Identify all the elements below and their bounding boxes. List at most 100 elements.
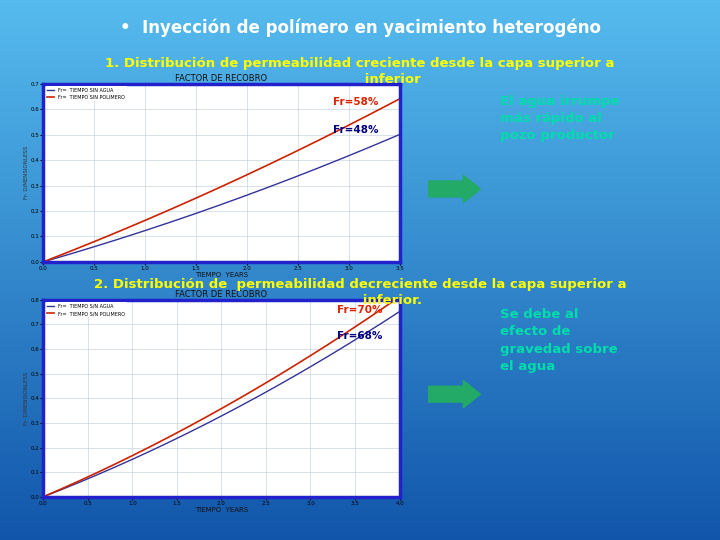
Bar: [0, 132, 720, 135]
Bar: [0, 429, 720, 432]
Bar: [0, 176, 720, 178]
Bar: [0, 143, 720, 146]
Bar: [0, 16, 720, 19]
Fr=  TIEMPO SIN POLIMERO: [395, 96, 404, 102]
Bar: [0, 319, 720, 321]
Bar: [0, 435, 720, 437]
Bar: [0, 119, 720, 122]
Fr=  TIEMPO S/N POLIMERO: [134, 449, 143, 456]
Title: FACTOR DE RECOBRO: FACTOR DE RECOBRO: [176, 74, 267, 83]
Bar: [0, 140, 720, 143]
Bar: [0, 30, 720, 32]
Bar: [0, 84, 720, 86]
Bar: [0, 192, 720, 194]
Bar: [0, 413, 720, 416]
Y-axis label: Fr- DIMENSIONLESS: Fr- DIMENSIONLESS: [24, 372, 29, 425]
Bar: [0, 529, 720, 532]
Bar: [0, 248, 720, 251]
Fr=  TIEMPO SIN POLIMERO: [39, 259, 48, 265]
Bar: [0, 467, 720, 470]
Fr=  TIEMPO SIN AGUA: [377, 139, 386, 145]
Bar: [0, 362, 720, 364]
Bar: [0, 70, 720, 73]
Bar: [0, 400, 720, 402]
Bar: [0, 486, 720, 489]
Bar: [0, 243, 720, 246]
Bar: [0, 521, 720, 524]
Bar: [0, 491, 720, 494]
Bar: [0, 294, 720, 297]
Bar: [0, 316, 720, 319]
Bar: [0, 200, 720, 202]
Bar: [0, 162, 720, 165]
Bar: [0, 256, 720, 259]
Fr=  TIEMPO S/N AGUA: [39, 494, 48, 500]
Bar: [0, 367, 720, 370]
Bar: [0, 100, 720, 103]
Bar: [0, 213, 720, 216]
Bar: [0, 494, 720, 497]
Bar: [0, 51, 720, 54]
Bar: [0, 348, 720, 351]
Bar: [0, 300, 720, 302]
Bar: [0, 448, 720, 451]
Text: Fr=68%: Fr=68%: [337, 331, 382, 341]
Text: Fr=48%: Fr=48%: [333, 125, 379, 136]
Bar: [0, 389, 720, 392]
Bar: [0, 364, 720, 367]
Bar: [0, 68, 720, 70]
Bar: [0, 351, 720, 354]
Bar: [0, 518, 720, 521]
Bar: [0, 108, 720, 111]
Bar: [0, 451, 720, 454]
Bar: [0, 408, 720, 410]
Bar: [0, 170, 720, 173]
Bar: [0, 32, 720, 35]
Bar: [0, 57, 720, 59]
Bar: [0, 224, 720, 227]
Bar: [0, 173, 720, 176]
Bar: [0, 421, 720, 424]
Bar: [0, 11, 720, 14]
Bar: [0, 138, 720, 140]
Bar: [0, 481, 720, 483]
Bar: [0, 238, 720, 240]
Bar: [0, 227, 720, 229]
Bar: [0, 475, 720, 478]
Bar: [0, 148, 720, 151]
Bar: [0, 43, 720, 46]
Bar: [0, 327, 720, 329]
Bar: [0, 103, 720, 105]
Bar: [0, 270, 720, 273]
Bar: [0, 208, 720, 211]
Bar: [0, 432, 720, 435]
Fr=  TIEMPO S/N POLIMERO: [377, 306, 386, 312]
Fr=  TIEMPO S/N POLIMERO: [365, 314, 374, 321]
Fr=  TIEMPO SIN AGUA: [134, 230, 143, 236]
Bar: [0, 535, 720, 537]
Bar: [0, 154, 720, 157]
Bar: [0, 332, 720, 335]
Line: Fr=  TIEMPO SIN AGUA: Fr= TIEMPO SIN AGUA: [43, 134, 400, 262]
Bar: [0, 446, 720, 448]
Bar: [0, 189, 720, 192]
Bar: [0, 265, 720, 267]
Fr=  TIEMPO SIN POLIMERO: [377, 105, 386, 111]
Bar: [0, 402, 720, 405]
Bar: [0, 40, 720, 43]
Text: •  Inyección de polímero en yacimiento heterogéno: • Inyección de polímero en yacimiento he…: [120, 19, 600, 37]
Fr=  TIEMPO SIN AGUA: [53, 254, 62, 261]
Bar: [0, 127, 720, 130]
Text: Fr=70%: Fr=70%: [337, 305, 383, 315]
Bar: [0, 464, 720, 467]
Bar: [0, 97, 720, 100]
Fr=  TIEMPO SIN POLIMERO: [105, 232, 114, 239]
Bar: [0, 502, 720, 505]
Bar: [0, 373, 720, 375]
Bar: [0, 470, 720, 472]
Bar: [0, 472, 720, 475]
Bar: [0, 459, 720, 462]
Bar: [0, 19, 720, 22]
Bar: [0, 302, 720, 305]
Fr=  TIEMPO SIN POLIMERO: [134, 220, 143, 227]
